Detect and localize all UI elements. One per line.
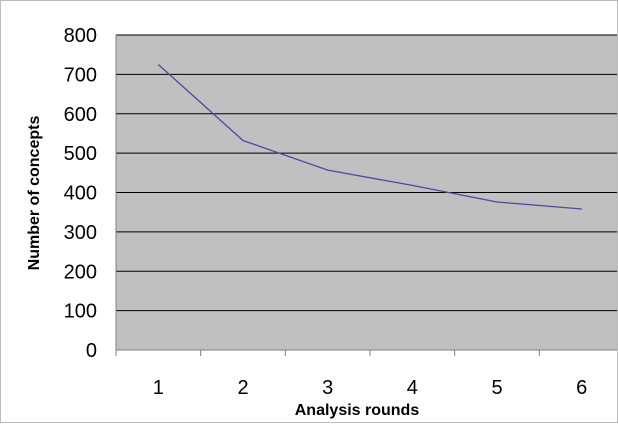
y-tick-label: 800	[64, 25, 97, 47]
x-tick-label: 6	[576, 377, 587, 399]
y-tick-label: 500	[64, 143, 97, 165]
x-tick-label: 4	[407, 377, 418, 399]
series-line	[157, 64, 582, 210]
x-tick-label: 1	[153, 377, 164, 399]
y-tick-label: 100	[64, 301, 97, 323]
x-tick-label: 5	[491, 377, 502, 399]
x-tick-labels: 1 2 3 4 5 6	[153, 377, 587, 399]
y-tick-label: 300	[64, 222, 97, 244]
y-tick-label: 200	[64, 261, 97, 283]
y-tick-label: 600	[64, 104, 97, 126]
y-tick-labels: 0 100 200 300 400 500 600 700 800	[64, 25, 97, 362]
series-layer	[157, 64, 582, 210]
x-tick-label: 3	[322, 377, 333, 399]
axes	[115, 35, 618, 356]
x-tick-label: 2	[237, 377, 248, 399]
y-axis-title: Number of concepts	[26, 116, 43, 271]
y-tick-label: 400	[64, 183, 97, 205]
gridlines	[116, 34, 618, 312]
x-axis-title: Analysis rounds	[295, 402, 420, 419]
y-tick-label: 700	[64, 64, 97, 86]
y-tick-label: 0	[86, 340, 97, 362]
